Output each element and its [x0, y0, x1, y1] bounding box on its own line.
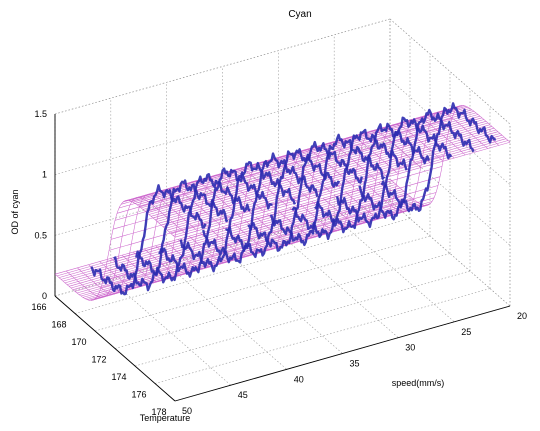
x-axis-line	[54, 295, 176, 402]
z-tick-label: 1	[42, 170, 47, 180]
y-tick-label: 45	[238, 390, 248, 400]
y-axis-label: speed(mm/s)	[392, 378, 445, 388]
chart-title: Cyan	[288, 9, 311, 20]
measured-curve	[291, 128, 408, 241]
y-tick-label: 20	[517, 311, 527, 321]
z-tick-label: 0.5	[34, 230, 47, 240]
mesh-line-temperature	[92, 204, 429, 301]
x-tick-label: 168	[51, 320, 66, 330]
y-tick-label: 30	[405, 343, 415, 353]
tick-labels: 166 168 170 172 174 176 178 20 25 30 35 40 45 50 0 0.5 1…	[31, 109, 527, 417]
mesh-line-temperature	[172, 140, 509, 236]
x-axis-label: Temperature	[140, 413, 191, 423]
y-tick-label: 50	[182, 406, 192, 416]
x-tick-label: 176	[131, 390, 146, 400]
z-axis-label: OD of cyan	[10, 189, 20, 234]
z-tick-label: 0	[42, 291, 47, 301]
y-axis-line	[174, 305, 511, 402]
measured-curve	[113, 179, 229, 292]
measured-curve	[90, 184, 207, 296]
grid-line	[334, 216, 455, 323]
grid-line	[110, 279, 231, 386]
grid-line	[154, 288, 491, 384]
axis-grid	[54, 18, 511, 402]
measured-curve	[202, 152, 319, 264]
measured-curve	[269, 133, 386, 247]
x-tick-label: 174	[111, 372, 126, 382]
x-tick-label: 178	[151, 407, 166, 417]
y-tick-label: 40	[294, 374, 304, 384]
measured-curves	[90, 102, 496, 296]
y-tick-label: 35	[349, 359, 359, 369]
z-tick-label: 1.5	[34, 109, 47, 119]
measured-curve	[179, 160, 296, 273]
x-tick-label: 166	[31, 302, 46, 312]
measured-curve	[336, 116, 453, 229]
x-tick-label: 170	[71, 337, 86, 347]
measured-curve	[358, 108, 475, 221]
mesh-line-temperature	[54, 178, 391, 275]
surface-mesh	[54, 105, 511, 301]
y-tick-label: 25	[461, 327, 471, 337]
grid-line	[222, 248, 343, 354]
x-tick-label: 172	[91, 355, 106, 365]
